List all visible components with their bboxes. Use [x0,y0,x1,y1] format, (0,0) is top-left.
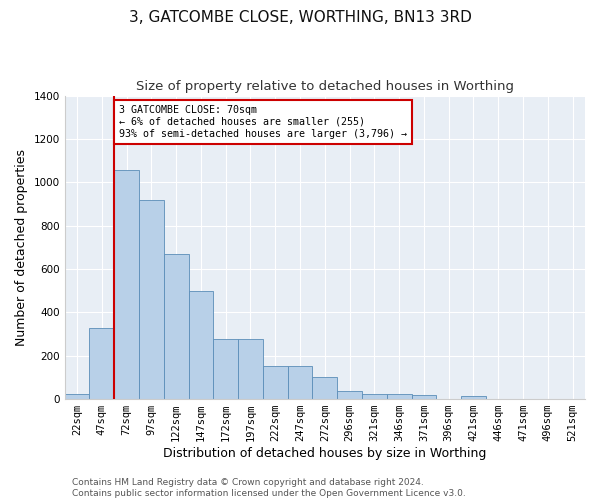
Bar [313,377,337,399]
Text: Contains HM Land Registry data © Crown copyright and database right 2024.
Contai: Contains HM Land Registry data © Crown c… [72,478,466,498]
X-axis label: Distribution of detached houses by size in Worthing: Distribution of detached houses by size … [163,447,487,460]
Bar [65,394,89,399]
Bar [214,340,238,399]
Bar [114,170,139,399]
Bar [362,394,387,399]
Bar [287,366,313,399]
Bar [387,394,412,399]
Y-axis label: Number of detached properties: Number of detached properties [15,149,28,346]
Bar [89,328,114,399]
Text: 3 GATCOMBE CLOSE: 70sqm
← 6% of detached houses are smaller (255)
93% of semi-de: 3 GATCOMBE CLOSE: 70sqm ← 6% of detached… [119,106,407,138]
Bar [188,290,214,399]
Bar [164,254,188,399]
Bar [412,395,436,399]
Title: Size of property relative to detached houses in Worthing: Size of property relative to detached ho… [136,80,514,93]
Bar [139,200,164,399]
Bar [238,340,263,399]
Bar [263,366,287,399]
Bar [337,391,362,399]
Text: 3, GATCOMBE CLOSE, WORTHING, BN13 3RD: 3, GATCOMBE CLOSE, WORTHING, BN13 3RD [128,10,472,25]
Bar [461,396,486,399]
